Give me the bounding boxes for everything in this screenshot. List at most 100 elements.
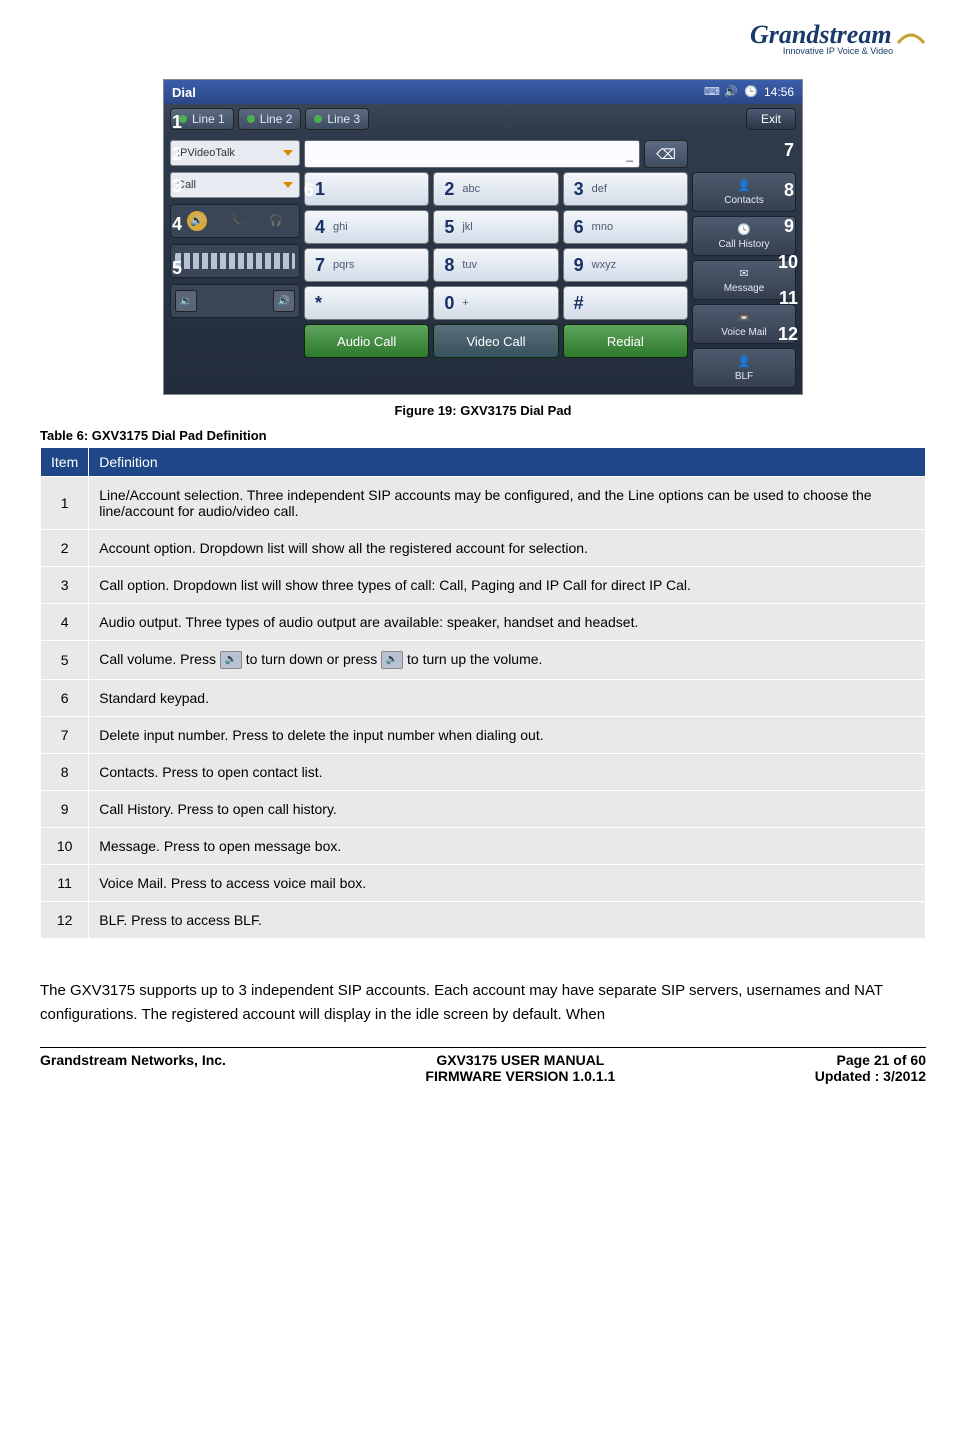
history-icon: 🕓 — [737, 223, 751, 237]
key-num: 5 — [444, 217, 454, 238]
contacts-button[interactable]: 👤Contacts — [692, 172, 796, 212]
blf-button[interactable]: 👤BLF — [692, 348, 796, 388]
footer-manual-title: GXV3175 USER MANUAL — [425, 1052, 615, 1068]
item-num: 6 — [41, 680, 89, 717]
exit-button[interactable]: Exit — [746, 108, 796, 130]
keypad: 1 2 abc 3 def 4ghi 5jkl 6 mno 7pqrs 8 tuv 9w… — [304, 172, 688, 320]
item-def: Contacts. Press to open contact list. — [89, 754, 926, 791]
call-buttons-row: Audio Call Video Call Redial — [304, 324, 688, 358]
item-def: Standard keypad. — [89, 680, 926, 717]
line-1-label: Line 1 — [192, 112, 225, 126]
item-def: Voice Mail. Press to access voice mail b… — [89, 865, 926, 902]
key-5[interactable]: 5jkl — [433, 210, 558, 244]
line-3-tab[interactable]: Line 3 — [305, 108, 369, 130]
backspace-button[interactable]: ⌫ — [644, 140, 688, 168]
dialpad-body: IPVideoTalk Call 🔊 📞 🎧 🔉 🔊 — [164, 134, 802, 394]
item-num: 5 — [41, 641, 89, 680]
blf-label: BLF — [735, 371, 753, 382]
annot-1: 1 — [172, 112, 182, 133]
dialpad-statusbar: ⌨ 🔊 🕒 14:56 — [704, 85, 794, 99]
number-input[interactable]: _ — [304, 140, 640, 168]
line-2-tab[interactable]: Line 2 — [238, 108, 302, 130]
annot-6: 6 — [304, 180, 314, 201]
key-letters: ghi — [333, 221, 348, 233]
headset-icon: 🎧 — [269, 214, 283, 228]
message-label: Message — [724, 283, 765, 294]
annot-7: 7 — [784, 140, 794, 161]
table-row: 1Line/Account selection. Three independe… — [41, 477, 926, 530]
item-num: 2 — [41, 530, 89, 567]
item-def: Call option. Dropdown list will show thr… — [89, 567, 926, 604]
call-type-dropdown[interactable]: Call — [170, 172, 300, 198]
key-num: 9 — [574, 255, 584, 276]
item-def: Audio output. Three types of audio outpu… — [89, 604, 926, 641]
key-3[interactable]: 3 def — [563, 172, 688, 206]
figure-caption: Figure 19: GXV3175 Dial Pad — [40, 403, 926, 418]
key-num: 2 — [444, 179, 454, 200]
key-num: 3 — [574, 179, 584, 200]
item-def: Call volume. Press 🔉 to turn down or pre… — [89, 641, 926, 680]
key-num: 8 — [444, 255, 454, 276]
audio-call-button[interactable]: Audio Call — [304, 324, 429, 358]
body-paragraph: The GXV3175 supports up to 3 independent… — [40, 979, 926, 1027]
key-hash[interactable]: # — [563, 286, 688, 320]
voicemail-icon: 📼 — [737, 311, 751, 325]
key-letters: pqrs — [333, 259, 354, 271]
key-1[interactable]: 1 — [304, 172, 429, 206]
volume-down-button[interactable]: 🔉 — [175, 290, 197, 312]
call-history-label: Call History — [718, 239, 769, 250]
table-row: 5 Call volume. Press 🔉 to turn down or p… — [41, 641, 926, 680]
item-def: Call History. Press to open call history… — [89, 791, 926, 828]
item-def: BLF. Press to access BLF. — [89, 902, 926, 939]
clock-icon: 🕒 — [744, 85, 758, 99]
handset-icon: 📞 — [231, 214, 245, 228]
key-num: # — [574, 293, 584, 314]
table-row: 8Contacts. Press to open contact list. — [41, 754, 926, 791]
key-0[interactable]: 0+ — [433, 286, 558, 320]
key-num: 6 — [574, 217, 584, 238]
item-num: 4 — [41, 604, 89, 641]
key-6[interactable]: 6 mno — [563, 210, 688, 244]
dialpad-screenshot: 1 2 3 4 5 6 7 8 9 10 11 12 Dial ⌨ 🔊 🕒 14… — [163, 79, 803, 395]
key-4[interactable]: 4ghi — [304, 210, 429, 244]
key-9[interactable]: 9wxyz — [563, 248, 688, 282]
account-value: IPVideoTalk — [177, 147, 235, 159]
item-def: Account option. Dropdown list will show … — [89, 530, 926, 567]
redial-button[interactable]: Redial — [563, 324, 688, 358]
contacts-icon: 👤 — [737, 179, 751, 193]
annot-2: 2 — [172, 144, 182, 165]
item-def: Delete input number. Press to delete the… — [89, 717, 926, 754]
annot-9: 9 — [784, 216, 794, 237]
key-letters: def — [592, 183, 607, 195]
status-dot-icon — [314, 115, 322, 123]
video-call-button[interactable]: Video Call — [433, 324, 558, 358]
key-letters: abc — [462, 183, 480, 195]
item-def: Line/Account selection. Three independen… — [89, 477, 926, 530]
volume-down-icon: 🔉 — [220, 651, 242, 669]
key-star[interactable]: * — [304, 286, 429, 320]
dialpad-title: Dial — [172, 85, 196, 100]
table-row: 3Call option. Dropdown list will show th… — [41, 567, 926, 604]
audio-output-selector[interactable]: 🔊 📞 🎧 — [170, 204, 300, 238]
status-dot-icon — [247, 115, 255, 123]
volume-icon: 🔊 — [724, 85, 738, 99]
account-dropdown[interactable]: IPVideoTalk — [170, 140, 300, 166]
key-letters: tuv — [462, 259, 477, 271]
clock-time: 14:56 — [764, 85, 794, 99]
key-7[interactable]: 7pqrs — [304, 248, 429, 282]
key-2[interactable]: 2 abc — [433, 172, 558, 206]
key-8[interactable]: 8 tuv — [433, 248, 558, 282]
item-num: 10 — [41, 828, 89, 865]
key-letters: mno — [592, 221, 613, 233]
key-letters: + — [462, 297, 468, 309]
item-num: 12 — [41, 902, 89, 939]
center-panel: _ ⌫ 1 2 abc 3 def 4ghi 5jkl 6 mno 7pqrs 8 tu… — [304, 140, 688, 388]
volume-up-button[interactable]: 🔊 — [273, 290, 295, 312]
line-tabs-row: Line 1 Line 2 Line 3 Exit — [164, 104, 802, 134]
volume-bars — [175, 253, 295, 269]
key-num: 0 — [444, 293, 454, 314]
header-logo: Grandstream Innovative IP Voice & Video — [40, 20, 926, 59]
table-row: 6Standard keypad. — [41, 680, 926, 717]
call-history-button[interactable]: 🕓 Call History — [692, 216, 796, 256]
key-num: 1 — [315, 179, 325, 200]
